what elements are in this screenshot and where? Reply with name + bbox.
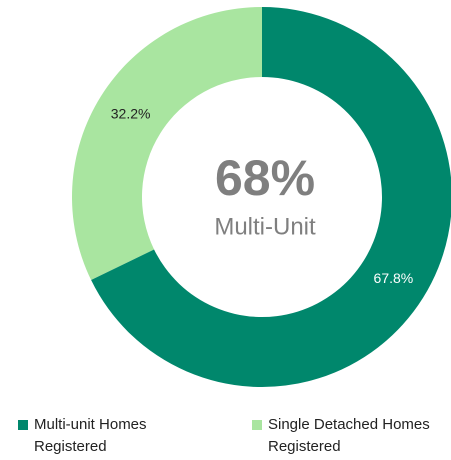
- legend-label: Single Detached Homes Registered: [268, 416, 430, 455]
- donut-segment: [71, 7, 262, 281]
- legend-item: Multi-unit Homes Registered: [18, 414, 194, 458]
- legend-item: Single Detached Homes Registered: [252, 414, 451, 458]
- chart: 68% Multi-Unit 67.8% 32.2%: [71, 7, 451, 387]
- legend-swatch: [18, 420, 28, 430]
- donut-segment: [91, 7, 451, 387]
- center-value: 68%: [215, 150, 315, 206]
- data-label: 67.8%: [374, 270, 414, 286]
- legend-label: Multi-unit Homes Registered: [34, 416, 147, 455]
- legend-swatch: [252, 420, 262, 430]
- legend: Multi-unit Homes Registered Single Detach…: [0, 414, 451, 460]
- center-label: Multi-Unit: [214, 213, 316, 240]
- data-label: 32.2%: [111, 105, 151, 121]
